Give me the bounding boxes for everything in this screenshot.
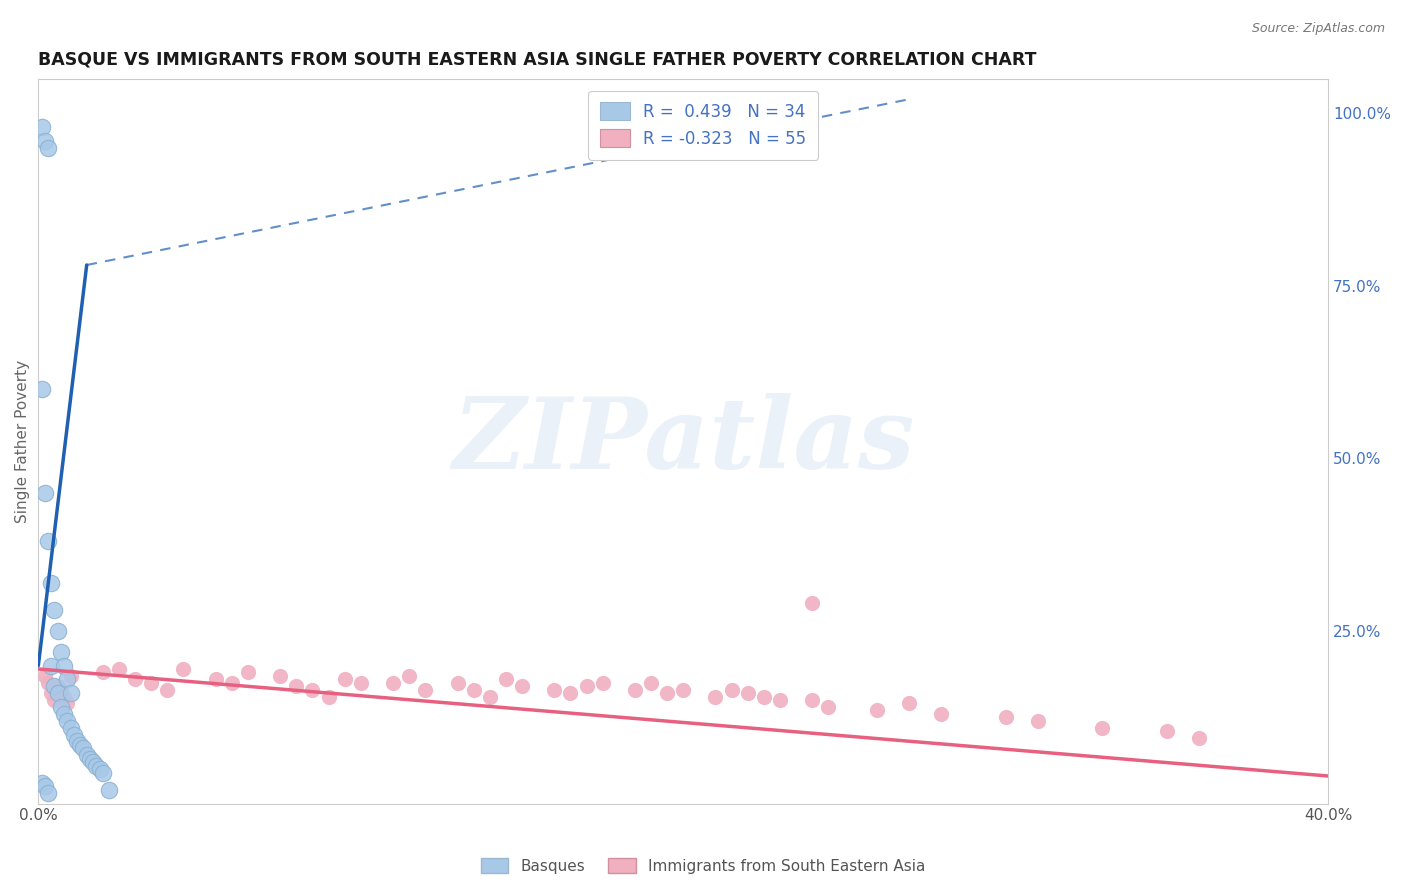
Point [1026, 714, 1049, 728]
Point [37, 140, 59, 154]
Point [86, 758, 108, 772]
Point [575, 679, 598, 693]
Point [495, 673, 517, 687]
Point [37, 534, 59, 549]
Y-axis label: Single Father Poverty: Single Father Poverty [15, 359, 30, 523]
Point [62, 728, 84, 742]
Point [897, 697, 920, 711]
Legend: Basques, Immigrants from South Eastern Asia: Basques, Immigrants from South Eastern A… [475, 852, 931, 880]
Point [37, 786, 59, 800]
Point [172, 662, 194, 676]
Point [56, 673, 79, 687]
Point [79, 752, 101, 766]
Point [640, 675, 662, 690]
Point [769, 693, 792, 707]
Point [59, 686, 82, 700]
Point [752, 690, 775, 704]
Point [76, 748, 98, 763]
Point [382, 675, 405, 690]
Point [72, 741, 94, 756]
Point [59, 669, 82, 683]
Point [46, 686, 69, 700]
Point [285, 679, 308, 693]
Point [801, 693, 824, 707]
Point [398, 669, 420, 683]
Point [124, 673, 146, 687]
Text: Source: ZipAtlas.com: Source: ZipAtlas.com [1251, 22, 1385, 36]
Point [53, 706, 76, 721]
Point [82, 755, 104, 769]
Point [56, 697, 79, 711]
Point [236, 665, 259, 680]
Point [34, 780, 56, 794]
Point [866, 703, 889, 717]
Point [318, 690, 340, 704]
Point [269, 669, 291, 683]
Point [510, 679, 533, 693]
Text: BASQUE VS IMMIGRANTS FROM SOUTH EASTERN ASIA SINGLE FATHER POVERTY CORRELATION C: BASQUE VS IMMIGRANTS FROM SOUTH EASTERN … [38, 51, 1036, 69]
Point [592, 675, 614, 690]
Point [817, 700, 839, 714]
Point [108, 662, 131, 676]
Point [994, 710, 1017, 724]
Point [69, 738, 91, 752]
Point [156, 682, 179, 697]
Point [204, 673, 226, 687]
Point [34, 486, 56, 500]
Point [53, 658, 76, 673]
Point [1156, 724, 1178, 739]
Point [1188, 731, 1211, 745]
Point [39, 686, 62, 700]
Point [44, 693, 66, 707]
Point [737, 686, 759, 700]
Point [672, 682, 695, 697]
Text: ZIPatlas: ZIPatlas [453, 392, 914, 490]
Point [46, 624, 69, 638]
Point [56, 714, 79, 728]
Point [44, 603, 66, 617]
Point [560, 686, 582, 700]
Point [655, 686, 678, 700]
Point [49, 645, 72, 659]
Point [31, 776, 53, 790]
Point [49, 700, 72, 714]
Point [98, 782, 121, 797]
Point [31, 120, 53, 134]
Point [221, 675, 243, 690]
Point [53, 690, 76, 704]
Point [46, 679, 69, 693]
Point [1091, 721, 1114, 735]
Point [34, 669, 56, 683]
Point [91, 665, 114, 680]
Point [34, 134, 56, 148]
Point [929, 706, 952, 721]
Point [66, 734, 89, 748]
Point [301, 682, 323, 697]
Point [39, 575, 62, 590]
Point [39, 658, 62, 673]
Point [141, 675, 163, 690]
Point [89, 762, 111, 776]
Point [446, 675, 468, 690]
Point [704, 690, 727, 704]
Point [333, 673, 356, 687]
Point [31, 382, 53, 396]
Point [413, 682, 436, 697]
Point [543, 682, 565, 697]
Point [59, 721, 82, 735]
Point [463, 682, 485, 697]
Point [624, 682, 647, 697]
Legend: R =  0.439   N = 34, R = -0.323   N = 55: R = 0.439 N = 34, R = -0.323 N = 55 [588, 90, 818, 160]
Point [49, 682, 72, 697]
Point [350, 675, 373, 690]
Point [720, 682, 742, 697]
Point [478, 690, 501, 704]
Point [91, 765, 114, 780]
Point [44, 679, 66, 693]
Point [801, 596, 824, 610]
Point [37, 675, 59, 690]
